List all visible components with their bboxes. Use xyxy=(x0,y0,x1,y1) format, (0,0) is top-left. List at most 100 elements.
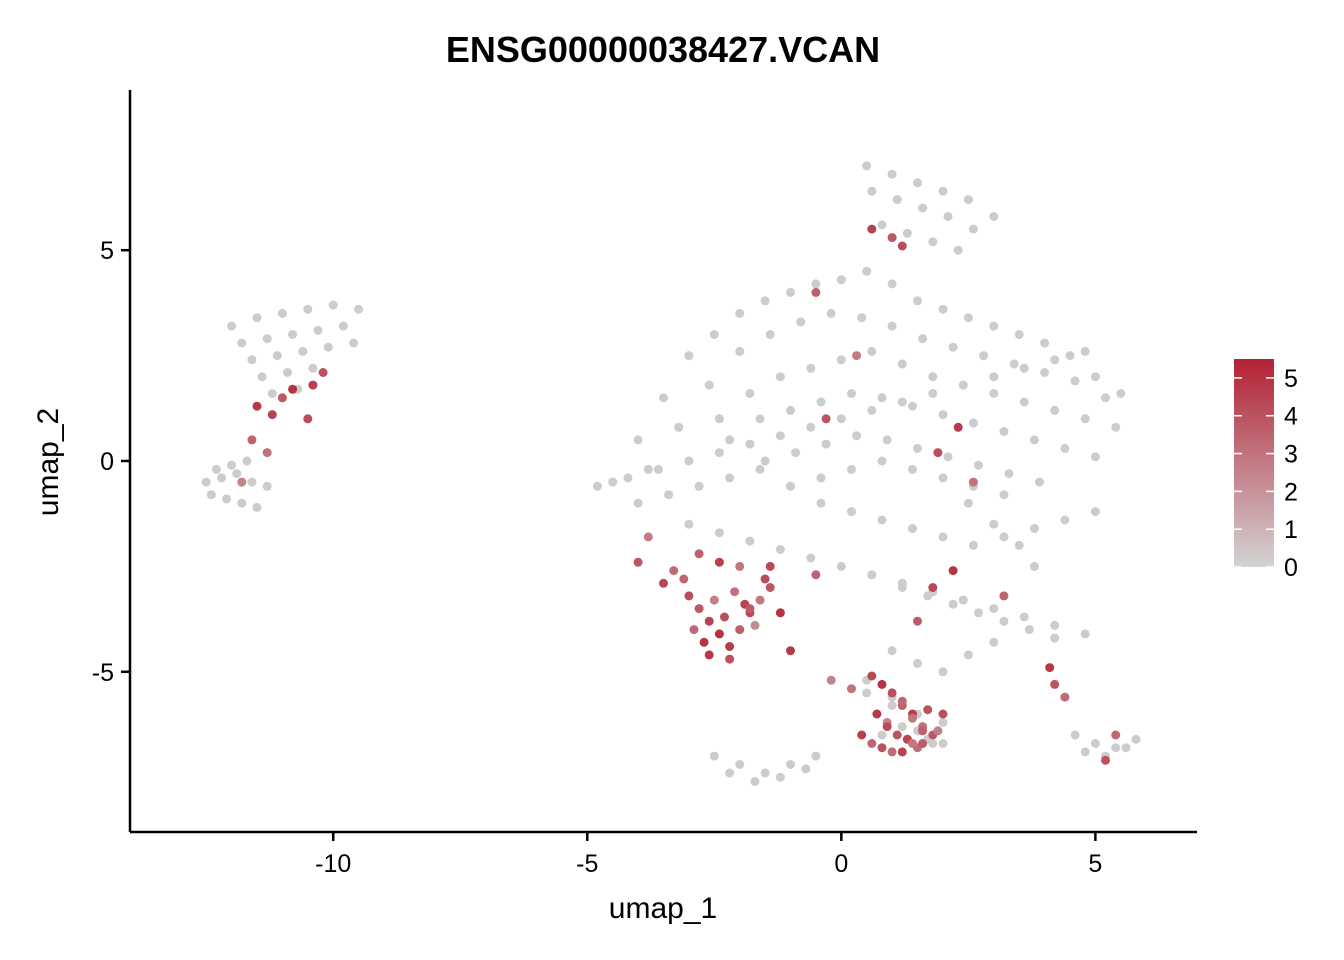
cell-point xyxy=(836,275,846,285)
cell-point xyxy=(1101,393,1110,403)
expressing-cell-point xyxy=(643,532,653,542)
cell-point xyxy=(232,469,242,479)
expressing-cell-point xyxy=(877,679,887,689)
cell-point xyxy=(227,460,237,470)
cell-point xyxy=(643,464,653,474)
cell-point xyxy=(852,431,862,441)
cell-point xyxy=(989,637,999,647)
cell-point xyxy=(242,456,252,466)
cell-point xyxy=(938,717,948,727)
cell-point xyxy=(877,393,887,403)
cell-point xyxy=(1090,739,1100,748)
cell-point xyxy=(272,351,282,361)
expressing-cell-point xyxy=(887,688,897,698)
cell-point xyxy=(963,195,973,205)
cell-point xyxy=(653,464,663,474)
cell-point xyxy=(1014,330,1024,339)
cell-point xyxy=(999,427,1009,436)
cell-point xyxy=(725,473,735,483)
expressing-cell-point xyxy=(882,722,892,732)
expressing-cell-point xyxy=(933,448,943,458)
expressing-cell-point xyxy=(852,351,862,361)
cell-point xyxy=(217,473,226,483)
cell-point xyxy=(979,351,989,361)
cell-point xyxy=(257,372,267,382)
expressing-cell-point xyxy=(953,422,963,432)
cell-point xyxy=(918,334,928,344)
cell-point xyxy=(674,422,684,432)
cell-point xyxy=(811,751,821,761)
cell-point xyxy=(963,498,973,508)
cell-point xyxy=(913,178,922,188)
expressing-cell-point xyxy=(704,616,714,626)
cell-point xyxy=(882,435,892,445)
cell-point xyxy=(928,389,938,398)
cell-point xyxy=(806,422,816,432)
cell-point xyxy=(897,722,907,732)
expressing-cell-point xyxy=(908,739,917,748)
expressing-cell-point xyxy=(745,604,755,614)
cell-point xyxy=(704,380,714,390)
cell-point xyxy=(877,515,887,525)
cell-point xyxy=(811,279,821,289)
cell-point xyxy=(938,410,948,420)
cell-point xyxy=(963,650,973,660)
cell-point xyxy=(725,435,735,445)
cell-point xyxy=(745,389,755,398)
expressing-cell-point xyxy=(694,549,704,559)
cell-point xyxy=(796,317,806,327)
colorbar-legend: 0 1 2 3 4 5 xyxy=(1234,359,1298,582)
cell-point xyxy=(745,439,755,449)
cell-point xyxy=(816,397,826,407)
cell-point xyxy=(877,456,887,466)
y-tick-label: 0 xyxy=(100,448,114,476)
expressing-cell-point xyxy=(811,570,821,580)
cell-point xyxy=(308,363,318,373)
cell-point xyxy=(201,477,211,487)
cell-point xyxy=(694,481,704,491)
cell-point xyxy=(1040,338,1050,348)
cell-point xyxy=(989,519,999,529)
expressing-cell-point xyxy=(725,654,735,664)
cell-point xyxy=(857,313,867,323)
cell-point xyxy=(1004,469,1014,479)
expressing-cell-point xyxy=(277,393,287,403)
cell-point xyxy=(1050,355,1060,365)
cell-point xyxy=(963,313,973,323)
expressing-cell-point xyxy=(897,747,907,757)
expressing-cell-point xyxy=(913,616,922,626)
cell-point xyxy=(765,330,775,339)
cell-point xyxy=(836,414,846,424)
cell-point xyxy=(938,532,948,542)
cell-point xyxy=(1050,620,1060,630)
cell-point xyxy=(659,393,668,403)
cell-point xyxy=(908,401,917,411)
cell-point xyxy=(1080,747,1090,757)
expressing-cell-point xyxy=(760,574,770,584)
cell-point xyxy=(938,739,948,748)
expressing-cell-point xyxy=(811,287,821,297)
cell-point xyxy=(735,308,745,318)
expressing-cell-point xyxy=(725,642,735,651)
y-axis-label: umap_2 xyxy=(32,408,65,516)
cell-point xyxy=(923,591,933,601)
cell-point xyxy=(303,304,313,314)
cell-point xyxy=(862,688,872,698)
expressing-cell-point xyxy=(252,401,262,411)
cell-point xyxy=(267,389,277,398)
expressing-cell-point xyxy=(897,696,907,706)
cell-point xyxy=(897,359,907,369)
expressing-cell-point xyxy=(709,595,719,605)
expressing-cell-point xyxy=(933,726,943,736)
cell-point xyxy=(1111,743,1121,753)
cell-point xyxy=(1090,452,1100,462)
expressing-cell-point xyxy=(928,583,938,592)
cell-point xyxy=(847,389,856,398)
cell-point xyxy=(592,481,602,491)
cell-point xyxy=(958,595,968,605)
expressing-cell-point xyxy=(968,477,978,487)
x-ticks: -10 -5 0 5 xyxy=(315,832,1102,878)
expressing-cell-point xyxy=(659,578,668,588)
expressing-cell-point xyxy=(755,595,765,605)
expressing-cell-point xyxy=(308,380,318,390)
